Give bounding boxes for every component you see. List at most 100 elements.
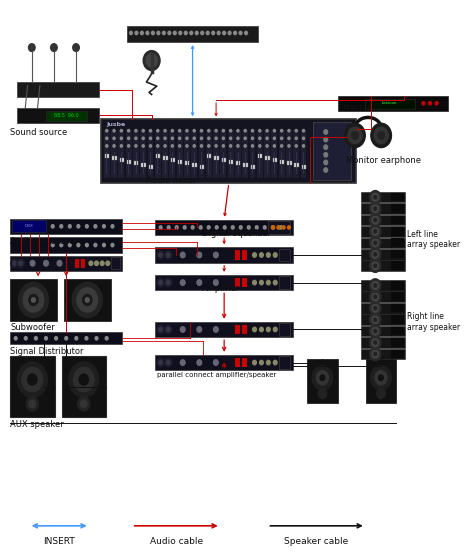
Text: Audio mixer: Audio mixer [146, 176, 196, 185]
Circle shape [191, 226, 194, 229]
Circle shape [73, 44, 79, 51]
FancyBboxPatch shape [361, 280, 405, 291]
Circle shape [105, 337, 108, 340]
Text: Signal Distributor: Signal Distributor [10, 347, 83, 356]
Circle shape [273, 361, 277, 365]
Circle shape [375, 371, 387, 385]
Circle shape [372, 228, 379, 236]
Circle shape [120, 129, 122, 132]
Circle shape [374, 218, 377, 222]
FancyBboxPatch shape [185, 161, 190, 165]
Circle shape [273, 327, 277, 332]
Circle shape [157, 32, 160, 35]
Circle shape [239, 226, 242, 229]
Circle shape [324, 153, 328, 157]
Circle shape [374, 284, 377, 287]
FancyBboxPatch shape [361, 326, 405, 336]
FancyBboxPatch shape [302, 165, 306, 169]
Circle shape [229, 145, 232, 147]
Circle shape [73, 367, 94, 392]
Circle shape [149, 145, 152, 147]
Text: Speaker cable: Speaker cable [284, 537, 349, 546]
Circle shape [345, 123, 365, 148]
Circle shape [215, 226, 218, 229]
Circle shape [281, 145, 283, 147]
Circle shape [157, 129, 159, 132]
Circle shape [197, 327, 201, 332]
Circle shape [302, 129, 305, 132]
Circle shape [222, 145, 224, 147]
Circle shape [213, 252, 218, 258]
Circle shape [159, 361, 163, 365]
Circle shape [259, 145, 261, 147]
Circle shape [159, 226, 162, 229]
Circle shape [78, 397, 90, 411]
FancyBboxPatch shape [10, 279, 57, 321]
Circle shape [252, 129, 254, 132]
Circle shape [252, 145, 254, 147]
FancyBboxPatch shape [12, 220, 46, 232]
Circle shape [273, 280, 277, 285]
Circle shape [231, 226, 234, 229]
Circle shape [143, 51, 160, 70]
FancyBboxPatch shape [391, 293, 404, 301]
Circle shape [11, 259, 18, 268]
FancyBboxPatch shape [155, 355, 293, 371]
FancyBboxPatch shape [391, 261, 404, 270]
Circle shape [81, 400, 87, 408]
FancyBboxPatch shape [361, 203, 405, 214]
FancyBboxPatch shape [119, 158, 124, 161]
Circle shape [288, 137, 290, 139]
FancyBboxPatch shape [391, 349, 404, 358]
Circle shape [223, 226, 226, 229]
Circle shape [94, 243, 97, 247]
Circle shape [372, 350, 379, 358]
Circle shape [69, 362, 99, 397]
Circle shape [197, 252, 201, 258]
FancyBboxPatch shape [10, 357, 55, 417]
Circle shape [374, 352, 377, 356]
FancyBboxPatch shape [141, 163, 146, 167]
Circle shape [45, 337, 47, 340]
Circle shape [157, 145, 159, 147]
Circle shape [372, 205, 379, 212]
Circle shape [302, 145, 305, 147]
Circle shape [100, 261, 104, 265]
Circle shape [164, 145, 166, 147]
Text: Audio cable: Audio cable [150, 537, 203, 546]
Circle shape [135, 137, 137, 139]
Circle shape [85, 225, 88, 228]
Circle shape [201, 137, 202, 139]
Text: Sound source: Sound source [10, 128, 67, 137]
Circle shape [223, 32, 226, 35]
FancyBboxPatch shape [235, 358, 240, 367]
Circle shape [140, 32, 143, 35]
Circle shape [260, 327, 263, 332]
Circle shape [68, 225, 71, 228]
FancyBboxPatch shape [361, 237, 405, 248]
Text: Jusbe: Jusbe [106, 122, 126, 127]
Circle shape [135, 129, 137, 132]
FancyBboxPatch shape [105, 154, 109, 158]
Circle shape [23, 288, 44, 312]
Circle shape [157, 325, 164, 334]
Circle shape [374, 330, 377, 333]
Circle shape [35, 337, 37, 340]
Circle shape [195, 32, 198, 35]
Circle shape [239, 32, 242, 35]
Circle shape [374, 264, 377, 268]
FancyBboxPatch shape [251, 165, 255, 169]
FancyBboxPatch shape [279, 276, 291, 289]
Circle shape [272, 226, 274, 229]
Circle shape [164, 278, 172, 287]
FancyBboxPatch shape [235, 130, 241, 178]
Text: Audio processor: Audio processor [10, 237, 78, 246]
Circle shape [374, 196, 377, 199]
FancyBboxPatch shape [81, 259, 85, 268]
FancyBboxPatch shape [361, 192, 405, 202]
Circle shape [237, 129, 239, 132]
Circle shape [295, 145, 297, 147]
FancyBboxPatch shape [279, 324, 291, 336]
Circle shape [128, 129, 130, 132]
FancyBboxPatch shape [147, 130, 154, 178]
